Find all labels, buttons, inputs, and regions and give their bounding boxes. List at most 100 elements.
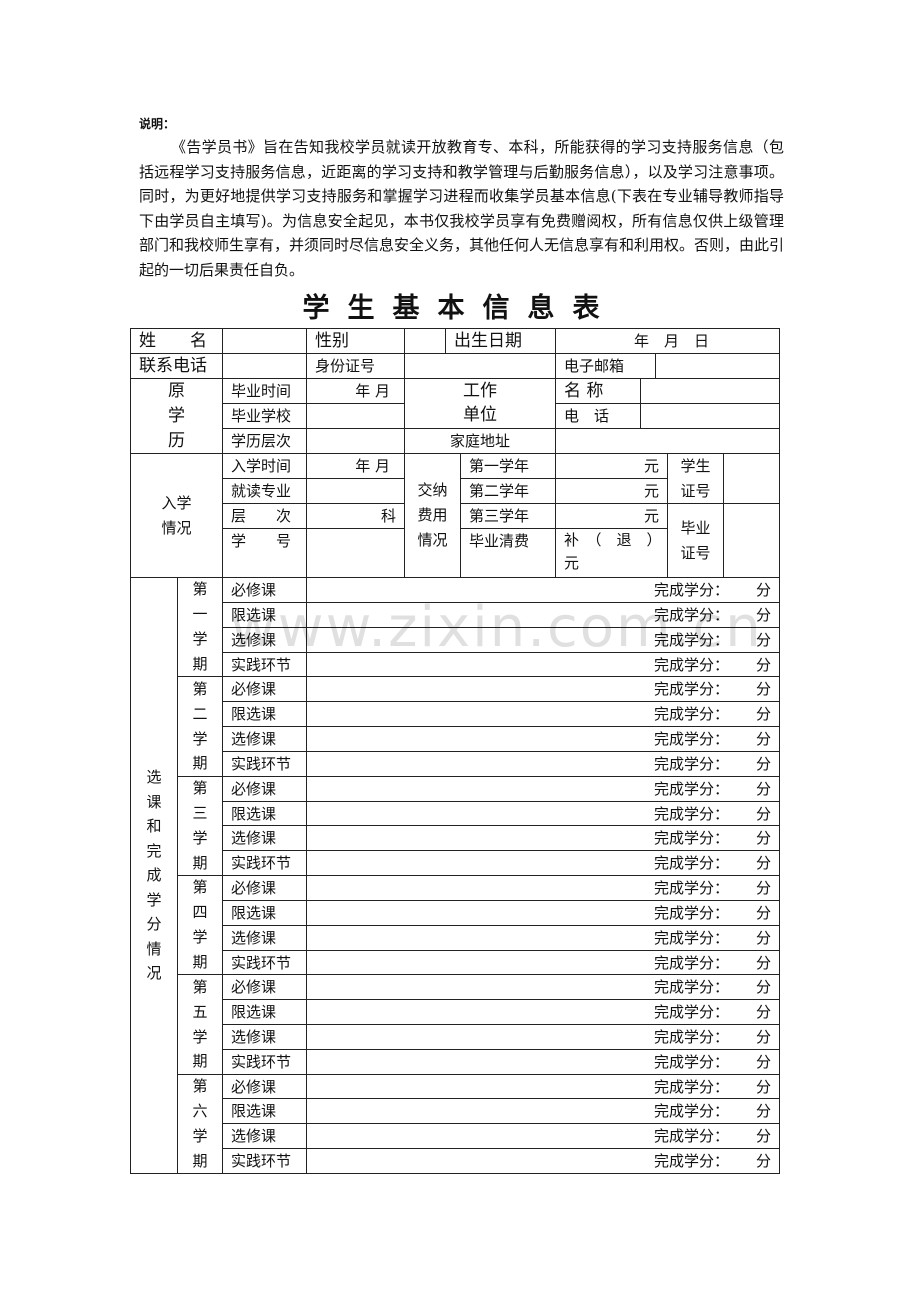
note-label: 说明： (139, 117, 176, 131)
semester-label: 第六学期 (177, 1074, 223, 1174)
credit-unit: 分 (755, 978, 771, 996)
credit-label: 完成学分： (653, 631, 729, 649)
email-field[interactable] (655, 353, 780, 379)
course-credit-field[interactable]: 完成学分： 分 (306, 825, 780, 851)
course-credit-field[interactable]: 完成学分： 分 (306, 850, 780, 876)
phone-label: 联系电话 (130, 353, 223, 379)
credit-unit: 分 (755, 1078, 771, 1096)
credit-unit: 分 (755, 1127, 771, 1145)
course-credit-field[interactable]: 完成学分： 分 (306, 676, 780, 702)
course-type-label: 必修课 (222, 1074, 307, 1099)
birth-date-field[interactable]: 年 月 日 (555, 328, 780, 354)
course-credit-field[interactable]: 完成学分： 分 (306, 900, 780, 926)
course-type-label: 必修课 (222, 776, 307, 802)
cell-label: 原学历 (168, 380, 185, 451)
education-level-field[interactable] (306, 428, 405, 454)
unit-phone-label: 电 话 (555, 403, 641, 429)
course-type-label: 实践环节 (222, 1049, 307, 1075)
course-credit-field[interactable]: 完成学分： 分 (306, 577, 780, 603)
credit-label: 完成学分： (653, 656, 729, 674)
course-credit-field[interactable]: 完成学分： 分 (306, 875, 780, 901)
graduation-time-field[interactable]: 年 月 (306, 378, 405, 404)
credit-label: 完成学分： (653, 954, 729, 972)
unit-name-label: 名 称 (555, 378, 641, 404)
course-credit-field[interactable]: 完成学分： 分 (306, 627, 780, 653)
credit-unit: 分 (755, 680, 771, 698)
unit-name-field[interactable] (640, 378, 780, 404)
major-field[interactable] (306, 478, 405, 504)
credit-label: 完成学分： (653, 1152, 729, 1170)
course-credit-field[interactable]: 完成学分： 分 (306, 974, 780, 1000)
year3-amount-field[interactable]: 元 (555, 503, 668, 529)
credit-unit: 分 (755, 705, 771, 723)
course-credit-field[interactable]: 完成学分： 分 (306, 1074, 780, 1099)
credit-label: 完成学分： (653, 904, 729, 922)
semester-label: 第五学期 (177, 974, 223, 1075)
course-credit-field[interactable]: 完成学分： 分 (306, 1123, 780, 1149)
cell-label: 毕业证号 (680, 518, 711, 562)
gender-field[interactable] (404, 328, 446, 354)
semester-label: 第二学期 (177, 676, 223, 777)
year2-label: 第二学年 (460, 478, 556, 504)
fees-label: 交纳费用情况 (404, 453, 461, 578)
credit-label: 完成学分： (653, 879, 729, 897)
course-credit-field[interactable]: 完成学分： 分 (306, 1148, 780, 1174)
unit-phone-field[interactable] (640, 403, 780, 429)
course-type-label: 限选课 (222, 1098, 307, 1124)
home-address-field[interactable] (555, 428, 780, 454)
cell-label: 第三学期 (192, 779, 208, 872)
student-card-field[interactable] (723, 453, 780, 504)
credit-label: 完成学分： (653, 1127, 729, 1145)
cell-label: 学生证号 (680, 456, 711, 500)
course-credit-field[interactable]: 完成学分： 分 (306, 1098, 780, 1124)
course-credit-field[interactable]: 完成学分： 分 (306, 602, 780, 628)
credit-unit: 分 (755, 780, 771, 798)
semester-label: 第一学期 (177, 577, 223, 677)
major-label: 就读专业 (222, 478, 307, 504)
year1-amount-field[interactable]: 元 (555, 453, 668, 479)
graduation-cert-field[interactable] (723, 503, 780, 578)
course-credit-field[interactable]: 完成学分： 分 (306, 751, 780, 777)
credit-unit: 分 (755, 656, 771, 674)
course-credit-field[interactable]: 完成学分： 分 (306, 652, 780, 677)
page-title: 学生基本信息表 (302, 293, 618, 324)
graduation-school-field[interactable] (306, 403, 405, 429)
work-unit-label: 工作 单位 (404, 378, 556, 429)
id-number-field[interactable] (404, 353, 556, 379)
credit-unit: 分 (755, 954, 771, 972)
phone-field[interactable] (222, 353, 307, 379)
enroll_time-field[interactable]: 年 月 (306, 453, 405, 479)
level-field[interactable]: 科 (306, 503, 405, 529)
course-credit-field[interactable]: 完成学分： 分 (306, 776, 780, 802)
year2-amount-field[interactable]: 元 (555, 478, 668, 504)
course-credit-field[interactable]: 完成学分： 分 (306, 925, 780, 951)
course-credit-field[interactable]: 完成学分： 分 (306, 1024, 780, 1050)
course-credit-field[interactable]: 完成学分： 分 (306, 950, 780, 975)
final-fee-field[interactable]: 补 （ 退 ）元 (555, 528, 668, 578)
cell-label: 第六学期 (192, 1077, 208, 1170)
credit-label: 完成学分： (653, 829, 729, 847)
credit-unit: 分 (755, 581, 771, 599)
student_no-field[interactable] (306, 528, 405, 578)
course-type-label: 必修课 (222, 974, 307, 1000)
course-credit-field[interactable]: 完成学分： 分 (306, 1049, 780, 1075)
credit-label: 完成学分： (653, 606, 729, 624)
name-field[interactable] (222, 328, 307, 354)
course-credit-field[interactable]: 完成学分： 分 (306, 726, 780, 752)
credit-unit: 分 (755, 730, 771, 748)
course-credit-field[interactable]: 完成学分： 分 (306, 801, 780, 826)
course-credit-field[interactable]: 完成学分： 分 (306, 999, 780, 1025)
credit-unit: 分 (755, 1053, 771, 1071)
credit-unit: 分 (755, 929, 771, 947)
course-credit-field[interactable]: 完成学分： 分 (306, 701, 780, 727)
level-label: 层 次 (222, 503, 307, 529)
credit-unit: 分 (755, 606, 771, 624)
cell-label: 第二学期 (192, 679, 208, 773)
semester-label: 第四学期 (177, 875, 223, 975)
graduation-school-label: 毕业学校 (222, 403, 307, 429)
birth-label: 出生日期 (445, 328, 556, 354)
cell-label: 第一学期 (192, 580, 208, 673)
credit-label: 完成学分： (653, 929, 729, 947)
course-type-label: 限选课 (222, 900, 307, 926)
credit-label: 完成学分： (653, 1053, 729, 1071)
